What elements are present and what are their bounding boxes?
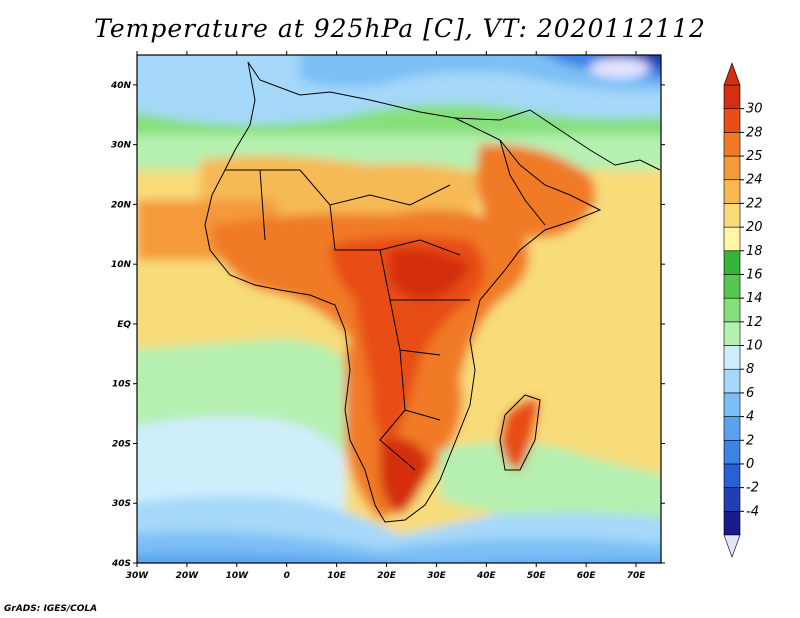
colorbar-label: 20 [746, 220, 763, 235]
lon-tick-label: 50E [527, 571, 547, 581]
lon-tick-label: 10E [327, 571, 347, 581]
colorbar-swatch [723, 439, 741, 465]
map-title: Temperature at 925hPa [C], VT: 202011211… [94, 14, 706, 43]
colorbar-swatch [723, 250, 741, 275]
colorbar-swatch [723, 416, 741, 441]
lat-tick-label: 40S [111, 559, 131, 569]
colorbar-label: 24 [746, 173, 763, 188]
coastlines [204, 61, 661, 523]
colorbar-label: 25 [746, 149, 763, 164]
lat-tick-label: 40N [110, 81, 132, 91]
colorbar-swatch [723, 274, 741, 299]
lon-tick-label: 20E [377, 571, 397, 581]
lat-tick-label: 20S [112, 439, 131, 449]
lon-tick-label: 30E [427, 571, 447, 581]
colorbar-swatch [723, 203, 741, 228]
lon-tick-label: 30W [126, 571, 150, 581]
colorbar-swatch [723, 368, 741, 394]
longitude-axis: 30W 20W 10W 0 10E 20E 30E 40E 50E 60E 70E [126, 51, 646, 581]
colorbar-over-triangle [723, 62, 741, 86]
colorbar-swatch [723, 511, 741, 536]
colorbar-swatch [723, 463, 741, 488]
lat-tick-label: 10S [112, 380, 131, 390]
colorbar-swatch [723, 84, 741, 109]
colorbar-label: 14 [746, 291, 763, 306]
colorbar-label: -2 [746, 481, 759, 496]
lat-tick-label: 30N [111, 141, 132, 151]
colorbar-label: 8 [746, 362, 754, 377]
colorbar-label: -4 [746, 504, 759, 519]
colorbar-label: 16 [746, 267, 763, 282]
colorbar-swatch [723, 392, 741, 417]
colorbar-swatch [723, 155, 741, 181]
colorbar-label: 22 [746, 196, 763, 211]
latitude-axis: 40S 30S 20S 10S EQ 10N 20N 30N 40N [110, 81, 665, 569]
lat-tick-label: EQ [117, 320, 131, 330]
colorbar-label: 30 [746, 102, 763, 117]
colorbar-swatch [723, 108, 741, 133]
colorbar-swatch [723, 297, 741, 323]
temperature-field [137, 55, 661, 563]
lon-tick-label: 10W [226, 571, 250, 581]
lon-tick-label: 0 [284, 571, 290, 581]
colorbar-label: 4 [746, 410, 754, 425]
colorbar-swatch [723, 226, 741, 252]
colorbar-swatch [723, 132, 741, 157]
colorbar-under-triangle [723, 534, 741, 558]
lon-tick-label: 40E [476, 571, 497, 581]
colorbar-label: 0 [746, 457, 754, 472]
colorbar-swatch [723, 487, 741, 512]
lat-tick-label: 20N [111, 200, 132, 210]
lon-tick-label: 70E [627, 571, 647, 581]
colorbar-label: 2 [746, 433, 754, 448]
colorbar-label: 12 [746, 315, 763, 330]
colorbar-swatch [723, 345, 741, 370]
colorbar-swatch [723, 321, 741, 346]
map-frame [136, 54, 662, 564]
lat-tick-label: 30S [112, 499, 131, 509]
colorbar-label: 6 [746, 386, 754, 401]
colorbar-label: 10 [746, 339, 763, 354]
credit-label: GrADS: IGES/COLA [4, 604, 98, 614]
lon-tick-label: 20W [176, 571, 200, 581]
colorbar-swatch [723, 179, 741, 204]
lon-tick-label: 60E [577, 571, 597, 581]
lat-tick-label: 10N [111, 260, 132, 270]
colorbar-label: 18 [746, 244, 763, 259]
colorbar-label: 28 [746, 125, 763, 140]
